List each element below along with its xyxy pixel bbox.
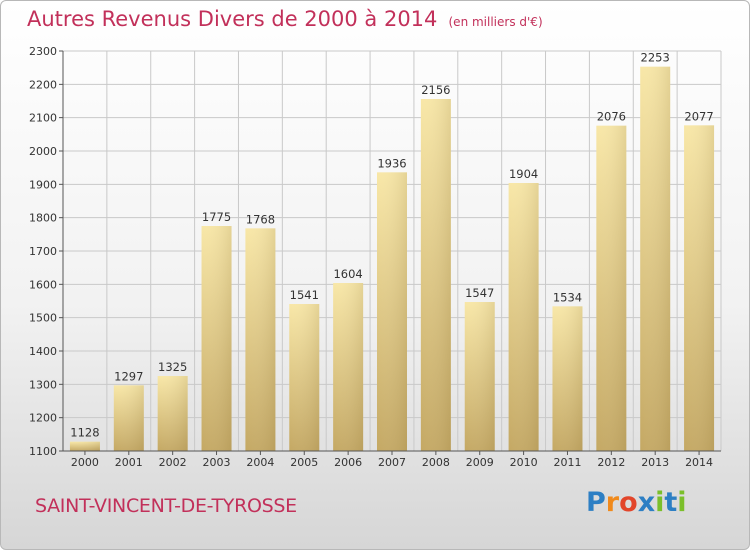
chart-unit: (en milliers d'€): [448, 15, 543, 29]
x-tick-label: 2006: [334, 456, 362, 469]
y-tick-label: 1800: [29, 212, 57, 225]
bar-shade: [684, 125, 715, 451]
bar-value-label: 2076: [597, 110, 626, 124]
axes: 1100 1200 1300 1400 1500 1600 1700 1800 1900 2000…: [29, 45, 721, 469]
chart-title-row: Autres Revenus Divers de 2000 à 2014 (en…: [27, 7, 543, 31]
bar-shade: [69, 441, 100, 451]
y-tick-label: 1600: [29, 278, 57, 291]
x-tick-label: 2003: [203, 456, 231, 469]
bar-value-label: 1547: [465, 286, 494, 300]
bar-shade: [245, 228, 276, 451]
y-tick-label: 1300: [29, 378, 57, 391]
y-tick-label: 2300: [29, 45, 57, 58]
y-tick-label: 1700: [29, 245, 57, 258]
bar-shade: [640, 66, 671, 452]
bar-shade: [596, 125, 627, 452]
x-tick-label: 2014: [685, 456, 713, 469]
bar-value-label: 1936: [377, 156, 406, 170]
logo-letter: i: [655, 487, 665, 518]
commune-name: SAINT-VINCENT-DE-TYROSSE: [35, 495, 297, 517]
bar-shade: [508, 183, 539, 451]
x-tick-label: 2010: [510, 456, 538, 469]
y-tick-label: 2000: [29, 145, 57, 158]
y-tick-label: 2200: [29, 78, 57, 91]
bar-shade: [157, 376, 188, 451]
x-tick-label: 2007: [378, 456, 406, 469]
logo-letter: r: [605, 487, 620, 518]
y-tick-label: 1400: [29, 345, 57, 358]
bar-value-label: 2156: [421, 83, 450, 97]
x-tick-label: 2013: [641, 456, 669, 469]
logo-letter: P: [586, 487, 606, 518]
bar-shade: [333, 283, 364, 451]
x-tick-label: 2004: [246, 456, 274, 469]
x-tick-label: 2001: [115, 456, 143, 469]
y-tick-label: 1500: [29, 312, 57, 325]
bar-shade: [377, 172, 407, 452]
bar-value-label: 1904: [509, 167, 538, 181]
bar-value-label: 1297: [114, 369, 143, 383]
x-tick-label: 2000: [71, 456, 99, 469]
bars: 1128 1297 1325 1775 1768 1541 1604 1936 2156 1547…: [69, 51, 715, 452]
chart-title: Autres Revenus Divers de 2000 à 2014: [27, 7, 438, 31]
bar-value-label: 1541: [290, 288, 319, 302]
y-tick-label: 1900: [29, 178, 57, 191]
proxiti-logo: Proxiti: [586, 487, 687, 518]
bar-value-label: 1325: [158, 360, 187, 374]
x-tick-label: 2009: [466, 456, 494, 469]
logo-letter: o: [619, 487, 638, 518]
bar-shade: [289, 304, 320, 451]
y-tick-label: 2100: [29, 112, 57, 125]
bar-shade: [201, 226, 232, 451]
x-tick-label: 2008: [422, 456, 450, 469]
y-tick-label: 1100: [29, 445, 57, 458]
x-tick-label: 2002: [159, 456, 187, 469]
bar-value-label: 2077: [684, 109, 713, 123]
bar-value-label: 1604: [333, 267, 362, 281]
x-tick-label: 2005: [290, 456, 318, 469]
bar-value-label: 1534: [553, 290, 582, 304]
x-tick-label: 2011: [553, 456, 581, 469]
logo-letter: x: [637, 487, 656, 518]
bar-value-label: 1768: [246, 212, 275, 226]
logo-letter: t: [664, 487, 678, 518]
bar-value-label: 2253: [641, 51, 670, 65]
bar-shade: [464, 302, 495, 451]
logo-letter: i: [677, 487, 687, 518]
x-tick-label: 2012: [597, 456, 625, 469]
bar-value-label: 1128: [70, 426, 99, 440]
bar-value-label: 1775: [202, 210, 231, 224]
bar-shade: [113, 385, 144, 451]
bar-shade: [552, 306, 583, 451]
bar-shade: [420, 99, 451, 451]
y-tick-label: 1200: [29, 412, 57, 425]
